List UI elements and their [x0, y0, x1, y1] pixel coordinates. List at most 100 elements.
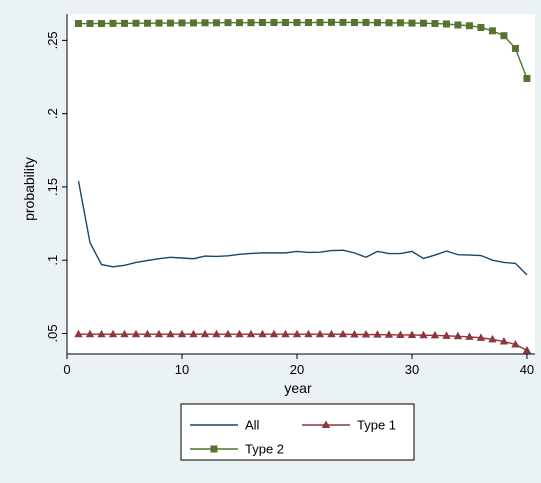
data-point-type-2	[132, 19, 140, 27]
data-point-type-2	[385, 19, 393, 27]
data-point-type-1	[396, 330, 405, 338]
plot-area	[67, 14, 535, 354]
data-point-type-2	[293, 19, 301, 26]
data-point-type-1	[373, 330, 382, 338]
data-point-type-1	[407, 330, 417, 338]
data-point-type-2	[419, 19, 427, 27]
data-point-type-2	[212, 19, 220, 27]
data-point-type-2	[465, 22, 473, 30]
series-type-2	[74, 18, 531, 82]
data-point-type-2	[235, 19, 243, 27]
data-point-type-2	[178, 19, 186, 27]
data-point-type-2	[316, 19, 324, 26]
legend-label-type-1: Type 1	[357, 418, 396, 433]
data-point-type-1	[476, 333, 486, 341]
series-line-all	[77, 180, 528, 276]
legend-item-type-1: Type 1	[302, 418, 396, 433]
data-point-type-2	[511, 44, 519, 52]
data-point-type-1	[131, 329, 141, 338]
data-point-type-1	[327, 329, 336, 338]
data-point-type-1	[281, 329, 290, 338]
data-point-type-2	[74, 20, 82, 28]
data-point-type-1	[292, 329, 302, 338]
data-point-type-1	[97, 329, 106, 338]
series-type-1	[74, 329, 532, 354]
data-point-type-2	[339, 18, 347, 26]
data-point-type-1	[304, 329, 313, 338]
data-point-type-1	[511, 339, 520, 348]
data-point-type-1	[384, 330, 394, 338]
data-point-type-2	[258, 19, 266, 26]
y-axis-title: probability	[21, 157, 37, 221]
y-tick-label: .2	[45, 108, 60, 119]
data-point-type-2	[201, 19, 209, 27]
data-point-type-1	[361, 330, 371, 338]
x-axis-title: year	[284, 380, 312, 396]
x-tick-label: 30	[405, 362, 419, 377]
legend-label-all: All	[245, 418, 260, 433]
data-point-type-1	[315, 329, 325, 338]
data-point-type-1	[522, 345, 532, 354]
data-point-type-1	[269, 329, 279, 338]
data-point-type-1	[499, 337, 509, 345]
data-point-type-2	[431, 20, 439, 28]
data-point-type-2	[477, 23, 485, 31]
data-point-type-2	[523, 74, 531, 82]
data-point-type-2	[488, 27, 496, 35]
data-point-type-2	[97, 20, 105, 28]
data-point-type-1	[442, 331, 451, 339]
series-line-type-1	[78, 333, 528, 351]
data-point-type-2	[189, 19, 197, 27]
x-tick-label: 10	[175, 362, 189, 377]
data-point-type-1	[74, 329, 83, 338]
data-point-type-1	[120, 329, 129, 338]
data-point-type-1	[200, 329, 210, 338]
y-tick-label: .1	[45, 255, 60, 266]
data-point-type-1	[143, 329, 152, 338]
data-point-type-2	[396, 19, 404, 27]
data-point-type-1	[85, 329, 95, 338]
data-point-type-1	[223, 329, 233, 338]
series-all	[77, 180, 528, 276]
y-tick-label: .25	[45, 31, 60, 49]
series-line-type-2	[78, 21, 528, 79]
data-point-type-1	[419, 330, 428, 339]
legend-label-type-2: Type 2	[245, 442, 284, 457]
y-tick-label: .15	[45, 178, 60, 196]
data-point-type-2	[350, 19, 358, 26]
data-point-type-1	[350, 330, 359, 338]
data-point-type-1	[177, 329, 187, 338]
legend-marker-type-2	[210, 445, 218, 453]
data-point-type-1	[488, 334, 497, 343]
data-point-type-2	[327, 18, 335, 26]
series-layer	[74, 18, 532, 354]
data-point-type-2	[442, 20, 450, 28]
data-point-type-1	[212, 329, 221, 338]
x-tick-label: 20	[290, 362, 304, 377]
data-point-type-1	[189, 329, 198, 338]
data-point-type-2	[373, 19, 381, 27]
data-point-type-2	[109, 19, 117, 27]
data-point-type-1	[453, 331, 463, 340]
data-point-type-2	[120, 19, 128, 27]
data-point-type-1	[235, 329, 244, 338]
data-point-type-1	[246, 329, 256, 338]
data-point-type-2	[143, 19, 151, 27]
data-point-type-2	[408, 19, 416, 27]
x-tick-label: 40	[520, 362, 534, 377]
legend-item-all: All	[190, 418, 260, 433]
y-tick-label: .05	[45, 324, 60, 342]
data-point-type-2	[304, 19, 312, 26]
data-point-type-2	[166, 19, 174, 27]
data-point-type-2	[155, 19, 163, 27]
legend-marker-type-1	[321, 420, 331, 428]
x-ticks: 0 10 20 30 40	[63, 354, 534, 377]
data-point-type-1	[465, 332, 474, 340]
data-point-type-2	[362, 19, 370, 26]
data-point-type-2	[86, 20, 94, 28]
data-point-type-1	[154, 329, 164, 338]
legend: All Type 1 Type 2	[180, 403, 415, 461]
x-tick-label: 0	[63, 362, 70, 377]
data-point-type-2	[247, 19, 255, 27]
